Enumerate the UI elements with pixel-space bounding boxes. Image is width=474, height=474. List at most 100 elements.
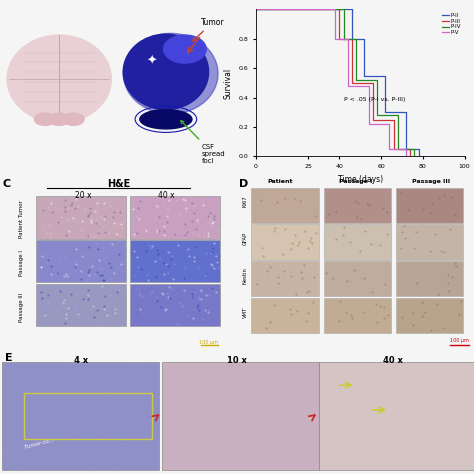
- Text: 10 x: 10 x: [227, 356, 247, 365]
- P-IV: [411, 146, 417, 152]
- Legend: P-II, P-III, P-IV, P-V: P-II, P-III, P-IV, P-V: [442, 12, 462, 36]
- P-II: [416, 146, 421, 152]
- P-IV: [353, 77, 359, 83]
- Text: Passage I: Passage I: [339, 179, 372, 184]
- Text: Passage III: Passage III: [19, 292, 24, 321]
- P-II: [403, 109, 409, 115]
- P-II: [383, 73, 388, 78]
- Y-axis label: Survival: Survival: [224, 67, 233, 99]
- P-V: [253, 7, 259, 12]
- P-III: [391, 146, 396, 152]
- Text: Patient Tumor: Patient Tumor: [19, 201, 24, 238]
- Ellipse shape: [140, 109, 192, 129]
- Text: 40 x: 40 x: [383, 356, 403, 365]
- Bar: [162, 362, 319, 470]
- Bar: [130, 196, 220, 238]
- P-II: [362, 73, 367, 78]
- Bar: [396, 225, 464, 260]
- P-V: [366, 83, 372, 89]
- Ellipse shape: [123, 33, 218, 114]
- Bar: [319, 362, 474, 470]
- P-III: [337, 7, 342, 12]
- Bar: [130, 240, 220, 283]
- Text: Ki67: Ki67: [243, 196, 248, 208]
- P-II: [403, 146, 409, 152]
- P-IV: [395, 146, 401, 152]
- Bar: [396, 298, 464, 333]
- P-II: [383, 109, 388, 115]
- P-II: [349, 36, 355, 42]
- Line: P-II: P-II: [256, 9, 419, 156]
- P-IV: [395, 112, 401, 118]
- P-IV: [411, 154, 417, 159]
- Text: Passage III: Passage III: [412, 179, 450, 184]
- Ellipse shape: [123, 34, 209, 109]
- P-V: [403, 154, 409, 159]
- P-IV: [253, 7, 259, 12]
- Bar: [24, 392, 152, 439]
- P-IV: [374, 77, 380, 83]
- Bar: [251, 261, 319, 296]
- Bar: [323, 298, 391, 333]
- P-V: [332, 7, 338, 12]
- Bar: [396, 188, 464, 223]
- Bar: [251, 225, 319, 260]
- P-V: [366, 121, 372, 127]
- P-V: [403, 146, 409, 152]
- P-III: [408, 154, 413, 159]
- Text: Patient: Patient: [267, 179, 292, 184]
- P-IV: [341, 7, 346, 12]
- Text: 20 x: 20 x: [75, 191, 91, 200]
- Bar: [36, 284, 126, 326]
- P-IV: [374, 112, 380, 118]
- P-V: [387, 121, 392, 127]
- P-V: [345, 36, 351, 42]
- Ellipse shape: [7, 35, 111, 123]
- Ellipse shape: [164, 35, 206, 63]
- Text: P < .05 (P-I vs. P-III): P < .05 (P-I vs. P-III): [344, 97, 405, 101]
- P-IV: [353, 36, 359, 42]
- P-V: [387, 146, 392, 152]
- P-II: [349, 7, 355, 12]
- Text: 100 μm: 100 μm: [450, 338, 469, 343]
- Ellipse shape: [34, 113, 56, 126]
- Bar: [130, 284, 220, 326]
- P-III: [370, 80, 375, 86]
- Text: GFAP: GFAP: [243, 232, 248, 245]
- P-IV: [341, 36, 346, 42]
- Text: 100 μm: 100 μm: [199, 340, 218, 345]
- Line: P-V: P-V: [256, 9, 406, 156]
- Bar: [36, 196, 126, 238]
- Bar: [323, 188, 391, 223]
- Text: ✦: ✦: [146, 55, 157, 68]
- Text: CSF
spread
foci: CSF spread foci: [181, 120, 225, 164]
- P-II: [362, 36, 367, 42]
- P-III: [253, 7, 259, 12]
- Line: P-III: P-III: [256, 9, 410, 156]
- Line: P-IV: P-IV: [256, 9, 414, 156]
- P-V: [345, 83, 351, 89]
- Text: Tumor: Tumor: [193, 18, 225, 41]
- Text: 40 x: 40 x: [157, 191, 174, 200]
- Text: E: E: [5, 353, 12, 363]
- P-III: [337, 36, 342, 42]
- P-III: [370, 117, 375, 122]
- X-axis label: Time (days): Time (days): [337, 174, 383, 183]
- Text: Tumor co...: Tumor co...: [24, 438, 55, 450]
- Bar: [323, 225, 391, 260]
- Bar: [2, 362, 159, 470]
- Text: 4 x: 4 x: [73, 356, 88, 365]
- Text: Nestin: Nestin: [243, 267, 248, 284]
- Bar: [323, 261, 391, 296]
- P-V: [332, 36, 338, 42]
- Text: H&E: H&E: [107, 179, 130, 189]
- Ellipse shape: [49, 113, 70, 126]
- P-III: [408, 146, 413, 152]
- Bar: [251, 188, 319, 223]
- Text: C: C: [2, 179, 10, 189]
- P-III: [349, 36, 355, 42]
- Text: Passage I: Passage I: [19, 250, 24, 276]
- P-III: [349, 80, 355, 86]
- P-III: [391, 117, 396, 122]
- Bar: [36, 240, 126, 283]
